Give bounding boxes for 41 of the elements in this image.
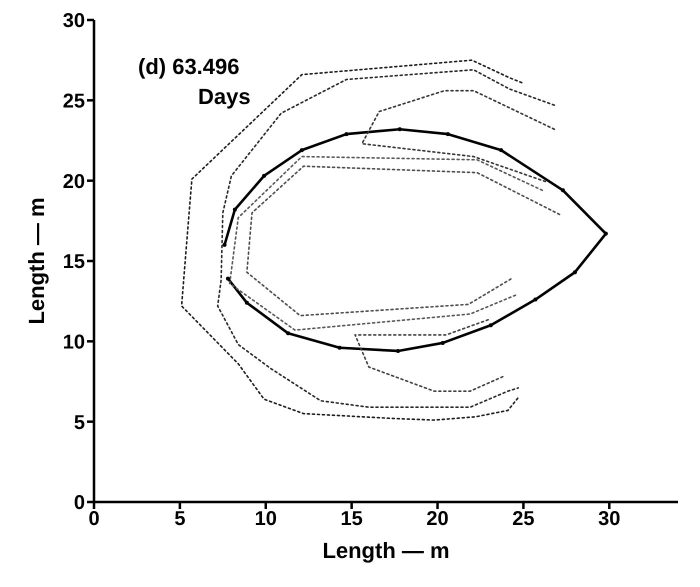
line-series: [361, 90, 556, 184]
point: [499, 148, 504, 152]
y-tick-label: 10: [62, 331, 85, 354]
point: [226, 276, 230, 281]
line-series: [246, 165, 560, 316]
y-tick-label: 20: [62, 170, 85, 193]
point: [222, 242, 227, 247]
y-tick-label: 30: [62, 10, 85, 32]
line-series: [228, 156, 544, 331]
point: [396, 348, 400, 353]
point: [446, 132, 450, 136]
x-tick-label: 15: [340, 508, 363, 530]
point: [533, 298, 538, 302]
annotation: (d) 63.496 Days: [138, 54, 251, 109]
point: [300, 148, 304, 152]
y-tick-label: 25: [62, 90, 85, 112]
point: [604, 232, 608, 236]
line-series: [354, 318, 504, 392]
point: [488, 323, 493, 328]
point: [572, 270, 577, 274]
x-tick-label: 0: [88, 508, 100, 530]
point: [344, 132, 348, 136]
x-tick-label: 25: [512, 508, 535, 530]
point: [338, 346, 342, 350]
line-series: [222, 127, 608, 353]
x-tick-label: 10: [254, 508, 277, 530]
x-tick-label: 30: [598, 508, 620, 530]
y-tick-label: 0: [74, 492, 85, 514]
x-tick-label: 20: [426, 508, 449, 530]
point: [398, 127, 402, 132]
point: [286, 331, 290, 336]
y-axis-title: Length — m: [24, 197, 49, 325]
y-tick-label: 15: [62, 251, 85, 274]
point: [244, 300, 249, 305]
x-tick-label: 5: [174, 508, 186, 530]
point: [440, 340, 445, 345]
point: [232, 208, 237, 212]
x-axis-title: Length — m: [322, 538, 450, 563]
point: [262, 174, 266, 178]
y-tick-label: 5: [74, 412, 85, 434]
point: [560, 188, 565, 192]
